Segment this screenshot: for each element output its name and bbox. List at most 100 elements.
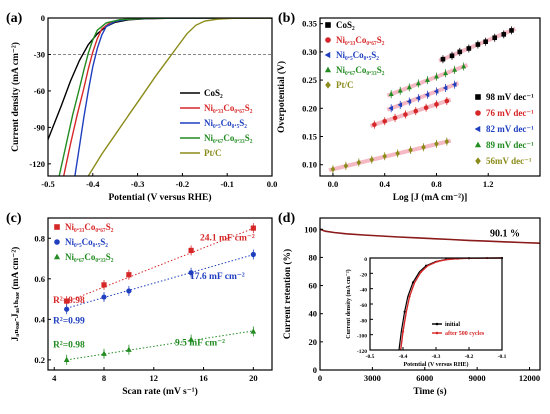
data-point [433, 88, 439, 94]
data-point [392, 115, 398, 121]
data-point [324, 51, 331, 59]
x-tick-label: 0 [318, 373, 322, 383]
data-point [442, 85, 448, 91]
data-point [54, 239, 60, 245]
data-point [474, 125, 481, 133]
data-point [475, 110, 481, 116]
data-point [343, 162, 349, 169]
series-line [74, 18, 272, 176]
inset-bg [370, 258, 502, 350]
inset-legend-label: initial [445, 322, 460, 328]
x-tick-label: -0.3 [131, 179, 144, 189]
data-point [53, 253, 61, 260]
x-axis-label: Time (s) [413, 386, 446, 397]
data-point [250, 251, 256, 258]
x-axis-label: Log [J (mA cm⁻²)] [393, 192, 468, 203]
legend-label: Ni₀.₃₃Co₀.₆₇S₂ [204, 103, 253, 113]
y-tick-label: 0.4 [34, 314, 45, 324]
y-tick-label: -100 [357, 334, 367, 340]
data-point [126, 288, 132, 294]
data-point [388, 105, 394, 111]
y-axis-label: Jₐₙₒₔₑ-Jₔₐₜₕₒₔₑ (mA cm⁻²) [10, 247, 21, 342]
y-tick-label: 20 [309, 337, 318, 347]
data-point [475, 157, 481, 165]
y-tick-label: 60 [309, 281, 318, 291]
data-point [444, 138, 450, 145]
slope-label: 98 mV dec⁻¹ [486, 92, 534, 102]
y-tick-label: -120 [357, 349, 367, 355]
r2-label: R²=0.98 [53, 341, 85, 351]
x-tick-label: -0.3 [432, 354, 441, 360]
legend-label: Ni₀.₃₃Co₀.₆₇S₂ [336, 35, 385, 45]
y-tick-label: 0.6 [34, 274, 45, 284]
y-axis-label: Current density (mA cm⁻²) [345, 269, 352, 338]
x-tick-label: -0.5 [41, 179, 54, 189]
data-point [406, 98, 412, 105]
y-tick-label: -120 [29, 159, 45, 169]
data-point [413, 108, 419, 114]
x-tick-label: 0.8 [431, 179, 442, 189]
data-point [415, 80, 421, 86]
data-point [475, 94, 481, 100]
y-tick-label: 0 [364, 257, 367, 263]
panel-label: (b) [278, 11, 295, 26]
panel-label: (a) [6, 11, 23, 26]
y-tick-label: -80 [360, 318, 368, 324]
legend-label: Ni₀.₆₇Co₀.₃₃S₂ [65, 252, 114, 262]
data-point [449, 53, 455, 59]
y-tick-label: 0 [313, 365, 317, 375]
data-point [372, 122, 377, 127]
y-tick-label: 0.2 [34, 355, 45, 365]
x-tick-label: 16 [199, 373, 208, 383]
data-point [421, 144, 426, 151]
r2-label: R²=0.98 [53, 296, 85, 306]
fit-line [66, 254, 254, 309]
data-point [397, 102, 403, 108]
data-point [452, 67, 458, 72]
plot-frame [319, 217, 541, 371]
data-point [330, 166, 336, 173]
panel-d: 90.1 % 0 3000 6000 9000 12000 0 20 40 60 80 100 Time… [278, 211, 541, 397]
data-point [101, 294, 107, 300]
data-point [250, 328, 257, 334]
y-tick-label: 0.10 [302, 160, 317, 170]
capacitance-label: 17.6 mF cm⁻² [190, 272, 245, 282]
y-tick-label: -30 [34, 49, 45, 59]
x-tick-label: 8 [102, 373, 106, 383]
legend-label: Ni₀.₅Co₀.₅S₂ [204, 118, 247, 128]
y-tick-label: -90 [34, 122, 45, 132]
data-point [483, 39, 488, 44]
data-point [126, 346, 132, 352]
x-tick-label: -0.5 [366, 354, 375, 360]
data-point [325, 22, 331, 28]
data-point [492, 35, 498, 41]
data-point [64, 306, 70, 312]
capacitance-label: 9.5 mF cm⁻² [175, 339, 225, 349]
fit-band [386, 81, 460, 112]
data-point [433, 73, 440, 79]
y-tick-label: 0 [41, 13, 45, 23]
data-point [126, 272, 132, 278]
y-tick-label: 100 [304, 224, 317, 234]
data-point [188, 270, 194, 276]
inset-legend-marker [435, 331, 439, 335]
y-tick-label: 0.8 [34, 233, 45, 243]
data-point [382, 118, 388, 124]
y-axis-label: Current retention (%) [282, 249, 293, 339]
data-point [324, 66, 332, 73]
data-point [101, 282, 107, 288]
data-point [475, 42, 481, 47]
panel-a: -0.5 -0.4 -0.3 -0.2 -0.1 0.0 0 -30 -60 -90 -120 Pot… [6, 11, 277, 203]
data-point [440, 56, 446, 62]
plot-frame [319, 17, 541, 177]
x-tick-label: 0.0 [267, 179, 278, 189]
x-tick-label: 0.4 [379, 179, 390, 189]
data-point [415, 95, 421, 101]
y-axis-label: Current density (mA cm⁻²) [10, 42, 21, 152]
data-point [325, 81, 331, 89]
inset: -0.5 -0.4 -0.3 -0.2 -0.1 0 -20 -40 -60 -80 -100 -12… [345, 256, 507, 368]
x-tick-label: 12 [150, 373, 159, 383]
y-tick-label: 0.20 [302, 103, 317, 113]
y-tick-label: -40 [360, 288, 368, 294]
x-tick-label: -0.4 [399, 354, 408, 360]
